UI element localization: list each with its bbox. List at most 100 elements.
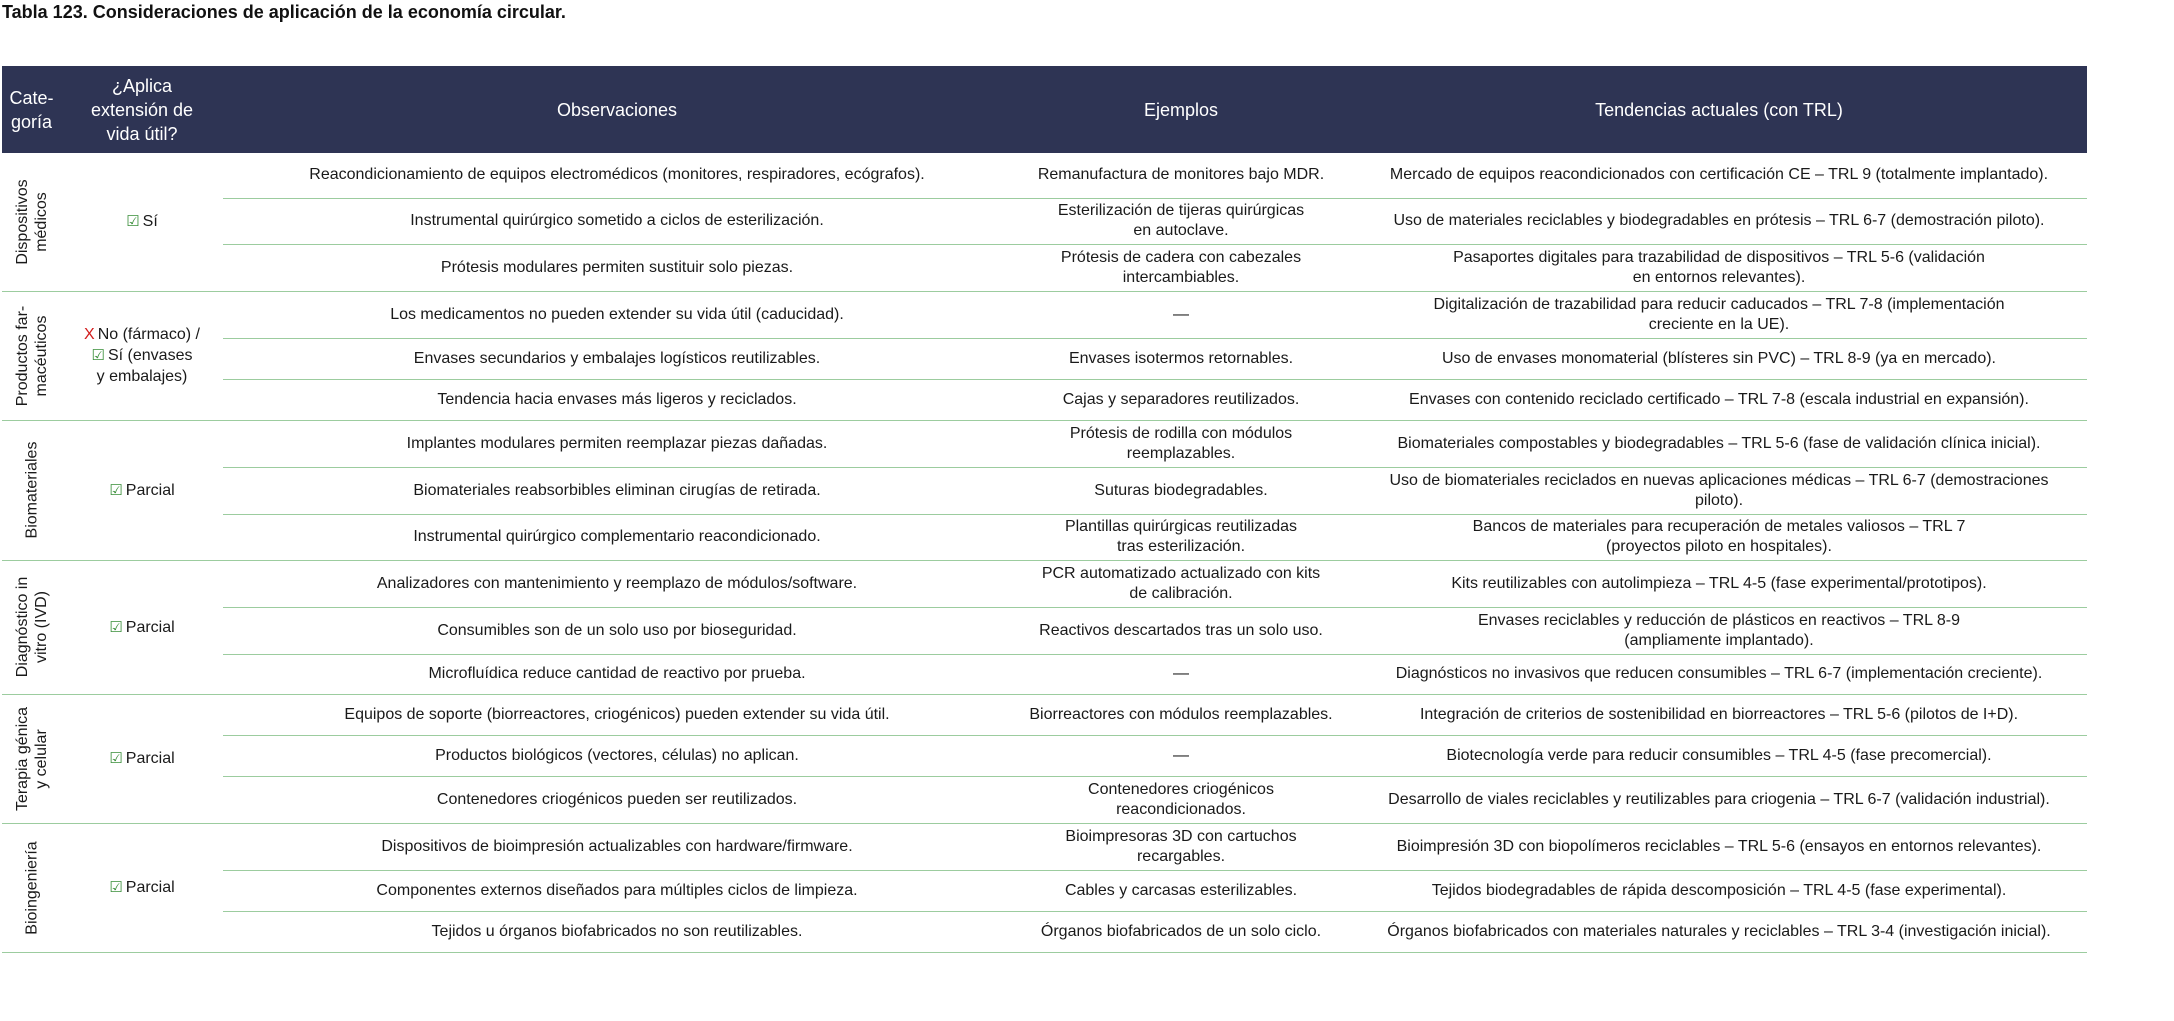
applies-cell: X No (fármaco) / ☑ Sí (envases y embalajes…	[61, 291, 223, 421]
trend-line: piloto).	[1694, 491, 1744, 509]
table-row: Microfluídica reduce cantidad de reactiv…	[2, 654, 2087, 695]
trend-line: Kits reutilizables con autolimpieza – TR…	[1451, 574, 1987, 592]
example-line: Prótesis de rodilla con módulos	[1069, 424, 1293, 442]
applies-cell: ☑ Parcial	[61, 420, 223, 561]
trend-cell: Mercado de equipos reacondicionados con …	[1351, 153, 2087, 199]
applies-cell: ☑ Sí	[61, 153, 223, 292]
circular-economy-table: Cate- goría ¿Aplica extensión de vida út…	[2, 66, 2087, 953]
observation-cell: Tendencia hacia envases más ligeros y re…	[223, 379, 1011, 421]
applies-label: Parcial	[125, 750, 175, 767]
example-line: —	[1173, 665, 1189, 682]
header-aplica: ¿Aplica extensión de vida útil?	[61, 66, 223, 153]
example-line: —	[1173, 746, 1189, 764]
trend-cell: Envases con contenido reciclado certific…	[1351, 379, 2087, 421]
trend-cell: Biomateriales compostables y biodegradab…	[1351, 420, 2087, 468]
category-line: médicos	[32, 191, 50, 252]
category-line: Biomateriales	[23, 441, 40, 539]
applies-label: Parcial	[125, 879, 175, 896]
category-line: Dispositivos	[13, 179, 31, 265]
example-cell: —	[1011, 291, 1351, 339]
example-cell: Bioimpresoras 3D con cartuchos recargable…	[1011, 823, 1351, 871]
trend-line: Biotecnología verde para reducir consumi…	[1446, 746, 1992, 764]
table-row: Instrumental quirúrgico sometido a ciclo…	[2, 198, 2087, 245]
example-line: recargables.	[1136, 847, 1226, 865]
applies-no-line: X No (fármaco) /	[67, 324, 217, 345]
table-row: Biomateriales reabsorbibles eliminan cir…	[2, 467, 2087, 515]
example-line: Reactivos descartados tras un solo uso.	[1039, 621, 1323, 639]
checkbox-check-icon: ☑	[109, 879, 123, 896]
example-cell: Prótesis de cadera con cabezales intercam…	[1011, 244, 1351, 292]
trend-line: Mercado de equipos reacondicionados con …	[1389, 166, 2049, 184]
example-cell: Cajas y separadores reutilizados.	[1011, 379, 1351, 421]
category-line: y celular	[32, 728, 50, 789]
trend-line: Integración de criterios de sostenibilid…	[1419, 705, 2019, 723]
observation-cell: Contenedores criogénicos pueden ser reut…	[223, 776, 1011, 824]
example-line: Órganos biofabricados de un solo ciclo.	[1040, 922, 1322, 940]
example-line: reemplazables.	[1126, 444, 1236, 462]
observation-cell: Envases secundarios y embalajes logístic…	[223, 338, 1011, 380]
trend-cell: Envases reciclables y reducción de plást…	[1351, 607, 2087, 655]
observation-cell: Implantes modulares permiten reemplazar …	[223, 420, 1011, 468]
applies-cell: ☑ Parcial	[61, 694, 223, 824]
applies-cell: ☑ Parcial	[61, 560, 223, 695]
table-row: Bioingeniería ☑ Parcial Dispositivos de b…	[2, 823, 2087, 953]
example-line: Envases isotermos retornables.	[1068, 349, 1294, 367]
header-categoria-line: Cate-	[9, 87, 54, 108]
trend-cell: Kits reutilizables con autolimpieza – TR…	[1351, 560, 2087, 608]
table-row: Tendencia hacia envases más ligeros y re…	[2, 379, 2087, 421]
applies-no-label: No (fármaco) /	[97, 326, 200, 343]
trend-line: Tejidos biodegradables de rápida descomp…	[1431, 881, 2007, 899]
header-aplica-line: ¿Aplica	[111, 75, 173, 96]
observation-cell: Equipos de soporte (biorreactores, criog…	[223, 694, 1011, 736]
trend-line: (ampliamente implantado).	[1624, 631, 1814, 649]
example-cell: Prótesis de rodilla con módulos reemplaza…	[1011, 420, 1351, 468]
trend-line: Uso de envases monomaterial (blísteres s…	[1441, 349, 1996, 367]
table-body: Dispositivos médicos ☑ Sí Reacondicionami…	[2, 153, 2087, 953]
observation-cell: Biomateriales reabsorbibles eliminan cir…	[223, 467, 1011, 515]
trend-line: Bancos de materiales para recuperación d…	[1472, 518, 1966, 535]
trend-line: Uso de materiales reciclables y biodegra…	[1393, 212, 2045, 229]
trend-cell: Diagnósticos no invasivos que reducen co…	[1351, 654, 2087, 695]
trend-line: Pasaportes digitales para trazabilidad d…	[1453, 248, 1985, 266]
observation-cell: Consumibles son de un solo uso por biose…	[223, 607, 1011, 655]
example-cell: Suturas biodegradables.	[1011, 467, 1351, 515]
header-categoria: Cate- goría	[2, 66, 61, 153]
example-cell: Remanufactura de monitores bajo MDR.	[1011, 153, 1351, 199]
category-cell: Biomateriales	[2, 420, 61, 561]
trend-line: (proyectos piloto en hospitales).	[1606, 538, 1832, 555]
table-row: Biomateriales ☑ Parcial Implantes modular…	[2, 420, 2087, 561]
trend-cell: Órganos biofabricados con materiales nat…	[1351, 911, 2087, 953]
trend-cell: Bancos de materiales para recuperación d…	[1351, 514, 2087, 561]
example-line: tras esterilización.	[1116, 538, 1246, 555]
category-line: Productos far-	[13, 305, 31, 406]
category-cell: Terapia génica y celular	[2, 694, 61, 824]
header-categoria-line: goría	[10, 111, 53, 132]
observation-cell: Instrumental quirúrgico sometido a ciclo…	[223, 198, 1011, 245]
x-cross-icon: X	[84, 326, 95, 343]
trend-line: Desarrollo de viales reciclables y reuti…	[1388, 790, 2050, 808]
trend-cell: Desarrollo de viales reciclables y reuti…	[1351, 776, 2087, 824]
trend-line: Uso de biomateriales reciclados en nueva…	[1389, 471, 2049, 489]
trend-line: creciente en la UE).	[1648, 315, 1790, 333]
example-cell: Plantillas quirúrgicas reutilizadas tras …	[1011, 514, 1351, 561]
header-aplica-line: vida útil?	[106, 123, 178, 144]
example-cell: Órganos biofabricados de un solo ciclo.	[1011, 911, 1351, 953]
observation-cell: Reacondicionamiento de equipos electromé…	[223, 153, 1011, 199]
example-line: Bioimpresoras 3D con cartuchos	[1065, 827, 1297, 845]
trend-cell: Biotecnología verde para reducir consumi…	[1351, 735, 2087, 777]
example-cell: PCR automatizado actualizado con kits de …	[1011, 560, 1351, 608]
observation-cell: Analizadores con mantenimiento y reempla…	[223, 560, 1011, 608]
trend-line: Envases reciclables y reducción de plást…	[1477, 611, 1960, 629]
example-line: de calibración.	[1129, 584, 1233, 602]
example-line: reacondicionados.	[1116, 800, 1246, 818]
applies-yes-line: ☑ Sí (envases	[67, 345, 217, 366]
trend-cell: Digitalización de trazabilidad para redu…	[1351, 291, 2087, 339]
example-line: Plantillas quirúrgicas reutilizadas	[1064, 518, 1298, 535]
category-cell: Productos far- macéuticos	[2, 291, 61, 421]
checkbox-check-icon: ☑	[126, 213, 140, 231]
example-line: Cables y carcasas esterilizables.	[1064, 881, 1298, 899]
category-label: Dispositivos médicos	[13, 179, 51, 264]
example-line: intercambiables.	[1122, 268, 1240, 286]
table-row: Tejidos u órganos biofabricados no son r…	[2, 911, 2087, 953]
category-cell: Dispositivos médicos	[2, 153, 61, 292]
